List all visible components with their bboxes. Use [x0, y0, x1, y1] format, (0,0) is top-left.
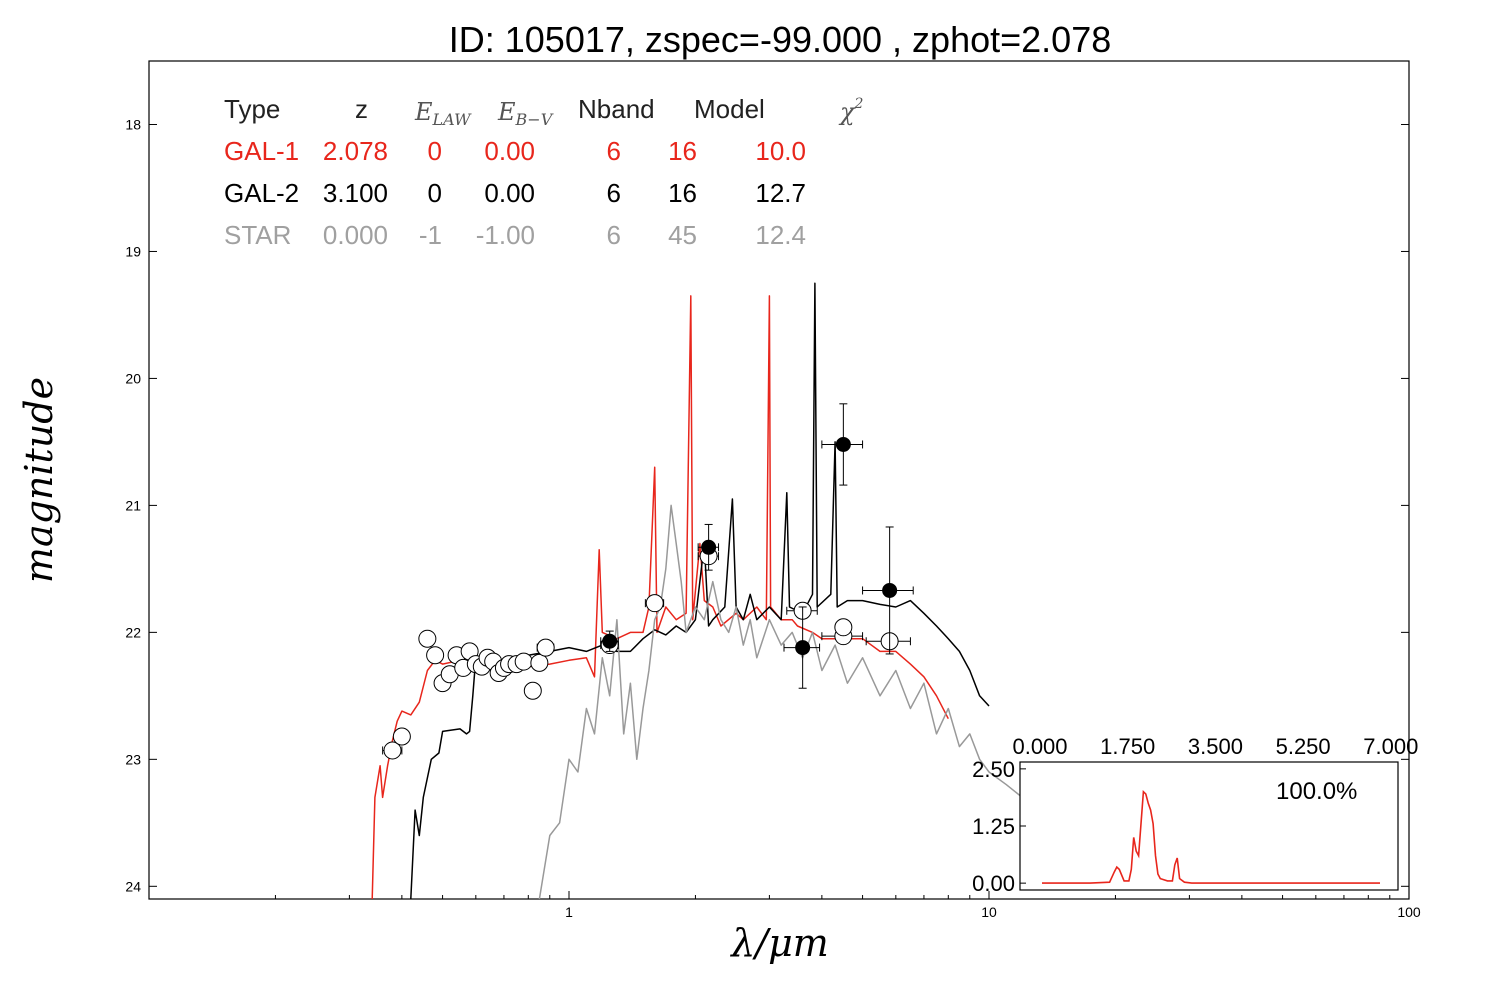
x-axis-ticks: 1 10 100: [274, 891, 1421, 920]
y-tick-label: 21: [125, 497, 141, 513]
table-cell-chi2: 12.7: [755, 178, 806, 208]
x-tick-label: 10: [981, 904, 997, 920]
y-tick-label: 18: [125, 116, 141, 132]
inset-x-tick-label: 3.500: [1188, 734, 1243, 759]
inset-x-tick-label: 5.250: [1276, 734, 1331, 759]
observed-point: [835, 436, 851, 452]
model-point: [383, 741, 402, 760]
y-tick-label: 22: [125, 624, 141, 640]
model-point: [645, 594, 664, 613]
header-chi2: χ2: [838, 96, 864, 126]
table-cell-elaw: 0: [428, 178, 442, 208]
model-point: [523, 681, 542, 700]
header-z: z: [355, 94, 368, 124]
series-line: [410, 282, 990, 900]
inset-x-tick-label: 0.000: [1012, 734, 1067, 759]
table-cell-type: STAR: [224, 220, 291, 250]
inset-frame: [1019, 761, 1399, 891]
model-point: [834, 618, 853, 637]
x-tick-label: 100: [1397, 904, 1421, 920]
inset-percent: 100.0%: [1276, 778, 1357, 805]
inset-line-layer: [1042, 789, 1380, 884]
observed-point: [602, 633, 618, 649]
model-point: [536, 638, 555, 657]
table-cell-chi2: 10.0: [755, 136, 806, 166]
table-cell-z: 2.078: [323, 136, 388, 166]
y-tick-label: 23: [125, 751, 141, 767]
series-layer: [371, 282, 1023, 900]
header-nband: Nband: [578, 94, 655, 124]
points-layer: [382, 403, 914, 760]
inset-y-tick-label: 2.50: [972, 757, 1015, 782]
observed-point: [701, 539, 717, 555]
table-cell-type: GAL-1: [224, 136, 299, 166]
header-type: Type: [224, 94, 280, 124]
observed-point: [795, 640, 811, 656]
table-cell-z: 3.100: [323, 178, 388, 208]
table-cell-ebv: 0.00: [484, 178, 535, 208]
inset-y-tick-label: 0.00: [972, 871, 1015, 896]
header-ebv: EB−V: [497, 98, 554, 129]
y-axis-label: magnitude: [17, 377, 61, 583]
fit-results-table: Type z ELAW EB−V Nband Model χ2 GAL-1 2.0…: [224, 94, 864, 250]
inset-x-tick-label: 7.000: [1363, 734, 1418, 759]
inset-y-tick-label: 1.25: [972, 814, 1015, 839]
chart-title: ID: 105017, zspec=-99.000 , zphot=2.078: [449, 19, 1111, 60]
y-axis-ticks: 18 19 20 21 22 23 24: [125, 116, 1409, 894]
pdz-inset: 0.000 1.750 3.500 5.250 7.000 0.00 1.25 2.50 1…: [972, 734, 1418, 896]
table-cell-model: 45: [668, 220, 697, 250]
header-elaw: ELAW: [414, 98, 472, 129]
table-cell-z: 0.000: [323, 220, 388, 250]
table-cell-ebv: -1.00: [476, 220, 535, 250]
model-point: [514, 652, 533, 671]
series-line: [538, 504, 1023, 900]
observed-point: [882, 582, 898, 598]
table-cell-elaw: -1: [419, 220, 442, 250]
inset-x-ticks: 0.000 1.750 3.500 5.250 7.000: [1012, 734, 1418, 759]
table-cell-ebv: 0.00: [484, 136, 535, 166]
model-point: [530, 653, 549, 672]
table-cell-type: GAL-2: [224, 178, 299, 208]
y-tick-label: 24: [125, 878, 141, 894]
y-tick-label: 20: [125, 370, 141, 386]
table-cell-nband: 6: [607, 136, 621, 166]
series-line: [371, 295, 949, 900]
table-cell-chi2: 12.4: [755, 220, 806, 250]
table-cell-elaw: 0: [428, 136, 442, 166]
model-point: [392, 727, 411, 746]
x-tick-label: 1: [565, 904, 573, 920]
table-cell-nband: 6: [607, 220, 621, 250]
model-point: [426, 646, 445, 665]
inset-pdz-line: [1042, 789, 1380, 884]
table-cell-nband: 6: [607, 178, 621, 208]
x-axis-label: λ/μm: [729, 921, 829, 965]
y-tick-label: 19: [125, 243, 141, 259]
table-cell-model: 16: [668, 136, 697, 166]
inset-y-ticks: 0.00 1.25 2.50: [972, 757, 1026, 896]
table-cell-model: 16: [668, 178, 697, 208]
model-point: [418, 629, 437, 648]
plot-frame: [148, 60, 1410, 900]
header-model: Model: [694, 94, 765, 124]
inset-x-tick-label: 1.750: [1100, 734, 1155, 759]
